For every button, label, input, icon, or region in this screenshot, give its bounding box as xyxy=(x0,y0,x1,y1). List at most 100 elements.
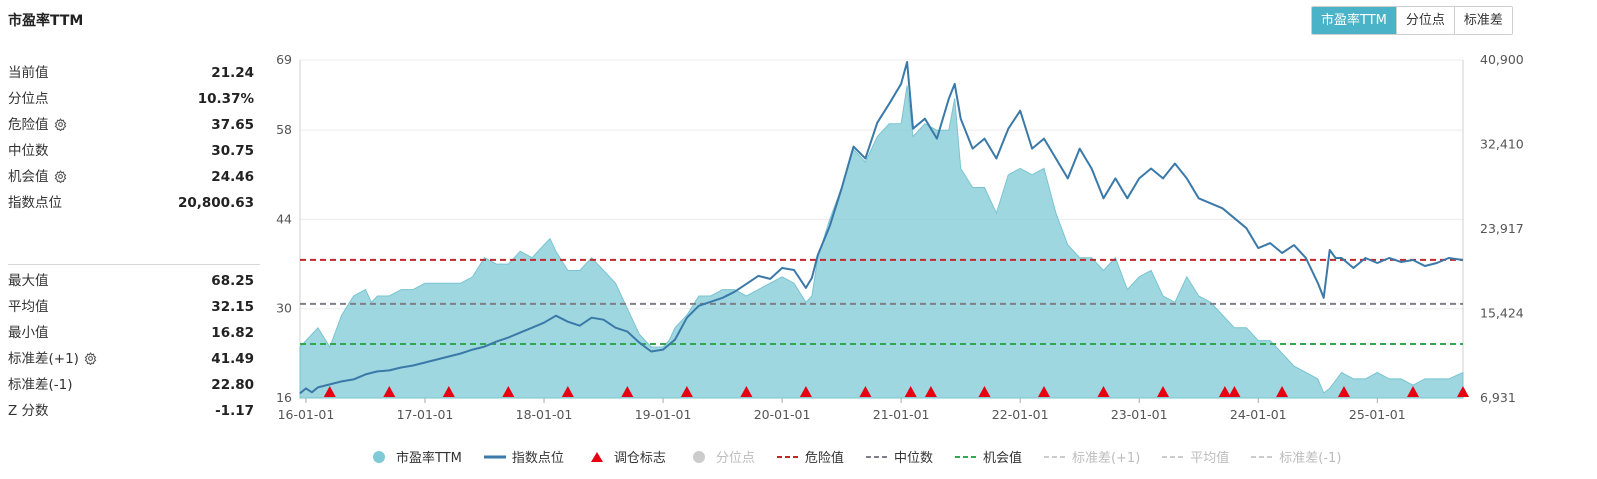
rebalance-marker xyxy=(680,386,693,397)
stat-label-text: 当前值 xyxy=(8,65,49,81)
gear-icon[interactable] xyxy=(54,166,67,192)
tab-std-dev[interactable]: 标准差 xyxy=(1453,7,1512,34)
stat-value: 32.15 xyxy=(211,299,254,315)
rebalance-marker xyxy=(1228,386,1241,397)
y-right-tick-label: 15,424 xyxy=(1480,306,1524,321)
stat-value: 24.46 xyxy=(211,169,254,185)
rebalance-marker xyxy=(1276,386,1289,397)
x-tick-label: 21-01-01 xyxy=(873,407,930,422)
rebalance-marker xyxy=(1218,386,1231,397)
legend-label: 指数点位 xyxy=(511,451,564,466)
x-tick-label: 20-01-01 xyxy=(754,407,811,422)
pe-area xyxy=(299,85,1464,399)
stat-row: 机会值 24.46 xyxy=(8,164,254,190)
legend-item[interactable]: 标准差(+1) xyxy=(1043,447,1141,466)
y-left-tick-label: 69 xyxy=(276,52,292,67)
stat-label-text: 标准差(+1) xyxy=(8,351,79,367)
stat-row: 危险值 37.65 xyxy=(8,112,254,138)
rebalance-marker xyxy=(442,386,455,397)
stat-row: 当前值 21.24 xyxy=(8,60,254,86)
stat-row: 标准差(-1) 22.80 xyxy=(8,372,254,398)
legend-label: 标准差(-1) xyxy=(1279,451,1342,466)
rebalance-marker xyxy=(1407,386,1420,397)
stat-row: Z 分数 -1.17 xyxy=(8,398,254,424)
stat-label-text: 最小值 xyxy=(8,325,49,341)
legend-triangle-icon xyxy=(586,450,608,464)
legend-item[interactable]: 分位点 xyxy=(688,447,755,466)
stat-label: 机会值 xyxy=(8,164,67,192)
stats-panel-bottom: 最大值 68.25 平均值 32.15 最小值 16.82 标准差(+1) 41.49 标准差(… xyxy=(8,268,254,424)
legend-label: 分位点 xyxy=(715,451,755,466)
legend-dot-icon xyxy=(688,450,710,464)
chart-legend: 市盈率TTM 指数点位 调仓标志 分位点 危险值 中位数 机会值 标准差(+1) 平均值 标准差(… xyxy=(368,447,1363,466)
tab-pe-ttm[interactable]: 市盈率TTM xyxy=(1312,7,1396,34)
y-right-tick-label: 23,917 xyxy=(1480,221,1524,236)
legend-label: 市盈率TTM xyxy=(396,451,462,466)
metric-tabs: 市盈率TTM 分位点 标准差 xyxy=(1311,6,1513,35)
legend-item[interactable]: 中位数 xyxy=(865,447,933,466)
stat-value: 37.65 xyxy=(211,117,254,133)
rebalance-marker xyxy=(859,386,872,397)
legend-item[interactable]: 市盈率TTM xyxy=(368,447,462,466)
stat-label: 标准差(-1) xyxy=(8,372,73,398)
stat-value: 10.37% xyxy=(197,91,254,107)
stat-label: 中位数 xyxy=(8,138,49,164)
x-tick-label: 22-01-01 xyxy=(992,407,1049,422)
stat-label: 危险值 xyxy=(8,112,67,140)
x-tick-label: 17-01-01 xyxy=(397,407,454,422)
rebalance-marker xyxy=(904,386,917,397)
rebalance-marker xyxy=(323,386,336,397)
y-right-tick-label: 32,410 xyxy=(1480,137,1524,152)
gear-icon[interactable] xyxy=(84,348,97,374)
legend-dot-icon xyxy=(368,450,390,464)
stat-value: 22.80 xyxy=(211,377,254,393)
rebalance-marker xyxy=(1097,386,1110,397)
legend-label: 调仓标志 xyxy=(613,451,666,466)
rebalance-marker xyxy=(740,386,753,397)
rebalance-marker xyxy=(502,386,515,397)
rebalance-marker xyxy=(1337,386,1350,397)
stat-row: 指数点位 20,800.63 xyxy=(8,190,254,216)
rebalance-marker xyxy=(1037,386,1050,397)
legend-item[interactable]: 指数点位 xyxy=(483,447,564,466)
y-right-tick-label: 40,900 xyxy=(1480,52,1524,67)
legend-dash-icon xyxy=(954,450,977,464)
stat-label-text: 危险值 xyxy=(8,117,49,133)
legend-item[interactable]: 危险值 xyxy=(776,447,844,466)
x-tick-label: 19-01-01 xyxy=(635,407,692,422)
tab-percentile[interactable]: 分位点 xyxy=(1395,7,1454,34)
stat-label-text: 分位点 xyxy=(8,91,49,107)
legend-item[interactable]: 机会值 xyxy=(954,447,1022,466)
y-left-tick-label: 44 xyxy=(276,211,292,226)
legend-item[interactable]: 平均值 xyxy=(1162,447,1229,466)
y-left-tick-label: 16 xyxy=(276,390,292,405)
stat-label: Z 分数 xyxy=(8,398,49,424)
stats-panel-top: 当前值 21.24 分位点 10.37% 危险值 37.65 中位数 30.75 机会值 24.4… xyxy=(8,60,254,216)
rebalance-marker xyxy=(1157,386,1170,397)
stat-row: 中位数 30.75 xyxy=(8,138,254,164)
stat-label-text: 中位数 xyxy=(8,143,49,159)
y-left-tick-label: 30 xyxy=(276,301,292,316)
stat-label-text: Z 分数 xyxy=(8,403,49,419)
stat-label-text: 平均值 xyxy=(8,299,49,315)
legend-item[interactable]: 调仓标志 xyxy=(586,447,666,466)
legend-dash-icon xyxy=(1251,450,1274,464)
stat-label-text: 最大值 xyxy=(8,273,49,289)
stat-row: 平均值 32.15 xyxy=(8,294,254,320)
legend-label: 平均值 xyxy=(1190,451,1230,466)
x-tick-label: 23-01-01 xyxy=(1111,407,1168,422)
legend-item[interactable]: 标准差(-1) xyxy=(1251,447,1341,466)
stat-value: 16.82 xyxy=(211,325,254,341)
stat-label: 平均值 xyxy=(8,294,49,320)
x-tick-label: 25-01-01 xyxy=(1349,407,1406,422)
stat-label: 分位点 xyxy=(8,86,49,112)
stats-divider xyxy=(8,264,260,265)
stat-row: 标准差(+1) 41.49 xyxy=(8,346,254,372)
stat-label: 当前值 xyxy=(8,60,49,86)
legend-label: 标准差(+1) xyxy=(1071,451,1141,466)
legend-line-icon xyxy=(483,450,506,464)
stat-label: 最大值 xyxy=(8,268,49,294)
stat-label: 标准差(+1) xyxy=(8,346,97,374)
gear-icon[interactable] xyxy=(54,114,67,140)
